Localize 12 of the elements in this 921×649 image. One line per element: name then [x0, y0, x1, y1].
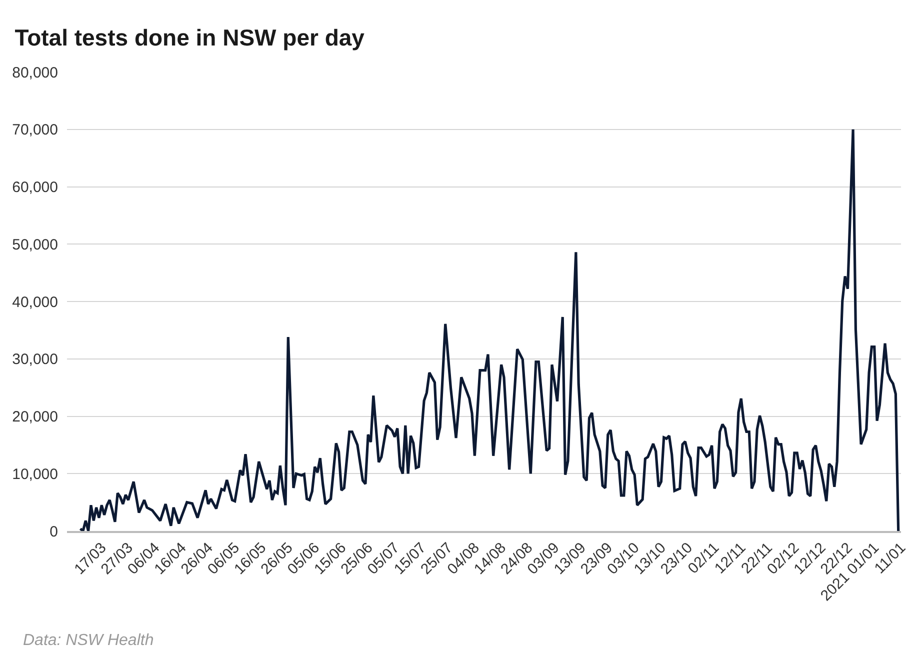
text: Data: NSW Health: [23, 632, 154, 649]
y-tick-label: 30,000: [12, 351, 58, 368]
y-tick-label: 40,000: [12, 294, 58, 311]
y-tick-label: 20,000: [12, 408, 58, 426]
chart-title: Total tests done in NSW per day: [14, 24, 365, 50]
y-tick-label: 50,000: [12, 236, 58, 254]
y-tick-label: 80,000: [12, 64, 58, 82]
y-tick-label: 10,000: [12, 466, 58, 483]
y-tick-label: 0: [50, 523, 58, 540]
y-tick-label: 70,000: [12, 122, 58, 139]
line-series: [79, 128, 900, 531]
y-tick-label: 60,000: [12, 179, 58, 196]
